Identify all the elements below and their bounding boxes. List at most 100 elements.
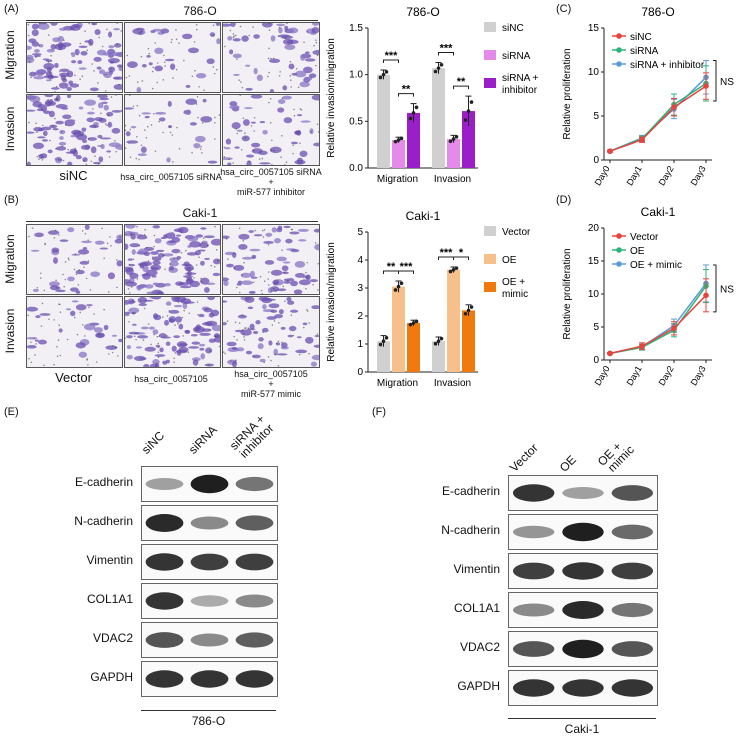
pore-dot — [74, 149, 77, 151]
series-line — [609, 82, 707, 152]
pore-dot — [153, 234, 156, 237]
cell-mark — [37, 136, 46, 139]
cell-mark — [176, 341, 188, 348]
cell-mark — [140, 146, 147, 153]
pore-dot — [83, 160, 85, 162]
cell-mark — [204, 257, 210, 260]
pore-dot — [271, 164, 273, 165]
pore-dot — [306, 31, 309, 33]
cell-mark — [82, 157, 88, 163]
line-x-tick-label: Day3 — [689, 164, 708, 187]
pore-dot — [263, 361, 265, 364]
cell-mark — [47, 230, 60, 235]
cell-mark — [199, 332, 211, 336]
cell-mark — [125, 314, 130, 317]
data-point — [671, 325, 677, 332]
pore-dot — [147, 323, 150, 325]
blot-band — [235, 670, 274, 688]
cell-mark — [151, 275, 157, 278]
cell-mark — [32, 142, 45, 150]
cell-mark — [241, 35, 249, 42]
panel-b-col-combo-3: miR-577 mimic — [240, 389, 301, 399]
cell-mark — [95, 332, 105, 339]
cell-mark — [66, 95, 72, 99]
pore-dot — [174, 352, 177, 354]
cell-mark — [176, 256, 182, 260]
cell-mark — [160, 28, 170, 34]
pore-dot — [85, 277, 88, 280]
pore-dot — [30, 76, 32, 79]
cell-mark — [283, 280, 291, 284]
cell-mark — [78, 351, 88, 358]
legend-swatch — [484, 50, 496, 60]
pore-dot — [263, 280, 266, 283]
cell-mark — [311, 26, 319, 34]
cell-mark — [288, 277, 294, 281]
cell-mark — [261, 327, 269, 333]
cell-mark — [96, 49, 107, 56]
cell-mark — [255, 320, 261, 325]
pore-dot — [81, 75, 84, 77]
pore-dot — [236, 339, 238, 341]
data-point — [411, 321, 416, 325]
cell-mark — [97, 134, 103, 139]
legend-marker — [616, 247, 622, 253]
blot-strip — [508, 514, 658, 550]
pore-dot — [129, 95, 131, 96]
pore-dot — [281, 249, 283, 251]
cell-mark — [290, 141, 298, 145]
panel-a-col-combo-2: + — [268, 177, 274, 187]
cell-mark — [309, 73, 317, 79]
panel-label-a: (A) — [4, 3, 19, 15]
cell-mark — [247, 328, 256, 331]
pore-dot — [235, 359, 237, 361]
cell-mark — [211, 324, 220, 332]
pore-dot — [234, 321, 237, 324]
pore-dot — [47, 61, 50, 63]
cell-mark — [79, 260, 90, 265]
pore-dot — [128, 75, 131, 77]
cell-mark — [281, 35, 294, 40]
pore-dot — [56, 43, 58, 46]
pore-dot — [27, 314, 30, 317]
cell-mark — [294, 273, 306, 278]
pore-dot — [244, 136, 247, 139]
cell-mark — [116, 64, 122, 68]
blot-band — [512, 641, 555, 657]
cell-mark — [294, 159, 306, 165]
blot-band — [145, 553, 184, 571]
legend-marker — [616, 61, 622, 67]
pore-dot — [306, 310, 309, 312]
cell-mark — [231, 122, 241, 130]
cell-mark — [149, 297, 161, 299]
cell-mark — [240, 280, 253, 285]
cell-mark — [168, 265, 175, 271]
cell-mark — [273, 238, 282, 244]
cell-mark — [280, 326, 286, 330]
micrograph-a-sinc-migration — [26, 22, 123, 93]
pore-dot — [241, 86, 244, 89]
pore-dot — [150, 124, 153, 126]
pore-dot — [103, 73, 105, 76]
pore-dot — [138, 244, 140, 247]
cell-mark — [201, 322, 213, 326]
data-point — [448, 139, 453, 144]
pore-dot — [275, 342, 278, 345]
cell-mark — [170, 63, 176, 70]
cell-mark — [94, 29, 101, 36]
cell-mark — [171, 297, 181, 302]
cell-mark — [251, 121, 256, 124]
pore-dot — [283, 271, 286, 274]
significance-bracket — [453, 256, 469, 260]
bar-y-tick-label: 0.5 — [349, 116, 363, 127]
pore-dot — [252, 256, 255, 258]
pore-dot — [43, 289, 46, 292]
blot-protein-label: GAPDH — [457, 679, 500, 693]
cell-mark — [231, 347, 238, 351]
pore-dot — [191, 151, 193, 154]
cell-mark — [250, 95, 263, 99]
line-x-tick-label: Day0 — [593, 364, 612, 387]
pore-dot — [195, 103, 198, 105]
pore-dot — [152, 256, 154, 258]
panel-b-col-oe: hsa_circ_0057105 — [134, 374, 208, 384]
